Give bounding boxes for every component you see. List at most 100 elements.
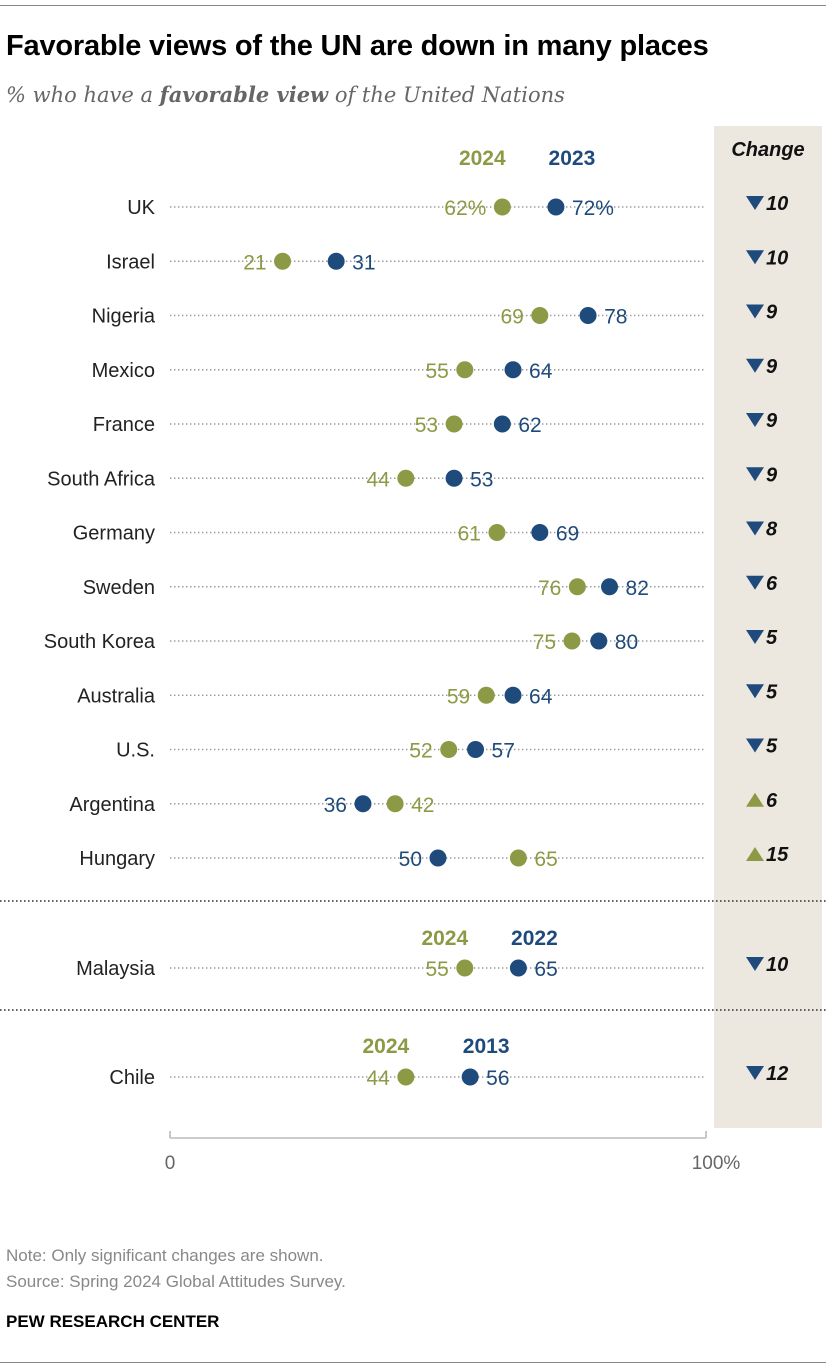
value-label-prior: 64 — [529, 360, 553, 383]
dot-2024 — [531, 307, 549, 324]
dot-2024 — [568, 578, 586, 596]
value-label-2024: 21 — [243, 251, 266, 274]
dot-prior — [445, 469, 463, 487]
dot-2024 — [456, 959, 474, 977]
country-label: Argentina — [69, 794, 155, 816]
value-label-prior: 65 — [534, 958, 557, 981]
change-value: 6 — [766, 573, 778, 595]
value-label-prior: 62 — [518, 414, 541, 437]
year-label-prior: 2013 — [463, 1035, 510, 1058]
down-arrow-icon — [746, 304, 764, 319]
dot-prior — [590, 632, 608, 650]
change-value: 12 — [766, 1063, 788, 1085]
change-value: 9 — [766, 464, 778, 486]
dot-prior — [493, 415, 511, 433]
value-label-prior: 56 — [486, 1067, 509, 1090]
change-value: 6 — [766, 790, 778, 812]
dot-prior — [461, 1068, 479, 1086]
value-label-2024: 59 — [447, 685, 470, 708]
change-value: 10 — [766, 193, 788, 215]
dot-2024 — [397, 1068, 415, 1086]
change-value: 8 — [766, 519, 778, 541]
down-arrow-icon — [746, 738, 764, 753]
chart-subtitle: % who have a favorable view of the Unite… — [6, 82, 565, 107]
country-label: Sweden — [83, 577, 155, 599]
dot-2024 — [456, 361, 474, 379]
down-arrow-icon — [746, 196, 764, 210]
down-arrow-icon — [746, 521, 764, 536]
value-label-prior: 31 — [352, 251, 375, 274]
dot-2024 — [488, 524, 506, 541]
dot-2024 — [563, 632, 581, 650]
value-label-prior: 80 — [615, 631, 638, 654]
chart-title: Favorable views of the UN are down in ma… — [6, 30, 709, 62]
change-value: 10 — [766, 247, 788, 269]
value-label-2024: 75 — [533, 631, 556, 654]
country-label: U.S. — [116, 740, 155, 762]
change-value: 15 — [766, 844, 789, 866]
change-value: 9 — [766, 302, 778, 324]
change-value: 5 — [766, 681, 778, 703]
dot-prior — [354, 795, 372, 813]
year-label-2024: 2024 — [459, 147, 506, 170]
subtitle-suffix: of the United Nations — [328, 83, 565, 107]
value-label-2024: 65 — [534, 848, 557, 871]
country-label: France — [93, 414, 155, 436]
change-panel — [714, 126, 822, 1128]
country-label: Nigeria — [92, 306, 156, 328]
value-label-prior: 64 — [529, 685, 553, 708]
down-arrow-icon — [746, 630, 764, 644]
down-arrow-icon — [746, 684, 764, 699]
down-arrow-icon — [746, 250, 764, 265]
value-label-prior: 53 — [470, 468, 493, 491]
value-label-2024: 55 — [425, 360, 448, 383]
dot-2024 — [386, 795, 404, 813]
subtitle-emphasis: favorable view — [159, 82, 329, 107]
value-label-prior: 82 — [626, 577, 649, 600]
x-tick-label: 0 — [165, 1153, 176, 1174]
country-label: Australia — [77, 685, 156, 707]
year-label-2024: 2024 — [421, 927, 468, 950]
dot-2024 — [445, 415, 463, 433]
value-label-prior: 78 — [604, 306, 627, 329]
down-arrow-icon — [746, 575, 764, 590]
change-value: 5 — [766, 627, 778, 649]
year-label-prior: 2022 — [511, 927, 558, 950]
subtitle-prefix: % who have a — [6, 83, 160, 107]
change-value: 5 — [766, 736, 778, 758]
dot-2024 — [274, 252, 292, 270]
change-header: Change — [731, 139, 804, 161]
up-arrow-icon — [746, 847, 764, 861]
value-label-2024: 44 — [366, 468, 390, 491]
value-label-2024: 69 — [500, 306, 523, 329]
chart-source: Source: Spring 2024 Global Attitudes Sur… — [6, 1272, 346, 1291]
dot-prior — [547, 198, 565, 216]
change-value: 9 — [766, 410, 778, 432]
dot-2024 — [397, 469, 415, 487]
value-label-2024: 61 — [458, 523, 481, 546]
country-label: Chile — [109, 1067, 155, 1089]
change-value: 10 — [766, 954, 788, 976]
dot-prior — [509, 959, 527, 977]
value-label-prior: 57 — [492, 740, 515, 763]
dot-2024 — [477, 686, 495, 704]
value-label-prior: 50 — [399, 848, 422, 871]
value-label-prior: 69 — [556, 523, 579, 546]
down-arrow-icon — [746, 467, 764, 482]
down-arrow-icon — [746, 957, 764, 971]
chart-note: Note: Only significant changes are shown… — [6, 1246, 324, 1265]
country-label: Malaysia — [76, 958, 156, 980]
dot-prior — [531, 524, 549, 541]
value-label-prior: 72% — [572, 197, 614, 220]
dot-prior — [579, 307, 597, 324]
down-arrow-icon — [746, 1066, 764, 1080]
down-arrow-icon — [746, 413, 764, 427]
dot-prior — [429, 849, 447, 867]
brand-logo-text: PEW RESEARCH CENTER — [6, 1312, 220, 1331]
dot-prior — [601, 578, 619, 596]
value-label-2024: 55 — [425, 958, 448, 981]
country-label: Germany — [73, 523, 155, 545]
dot-2024 — [509, 849, 527, 867]
value-label-2024: 53 — [415, 414, 438, 437]
